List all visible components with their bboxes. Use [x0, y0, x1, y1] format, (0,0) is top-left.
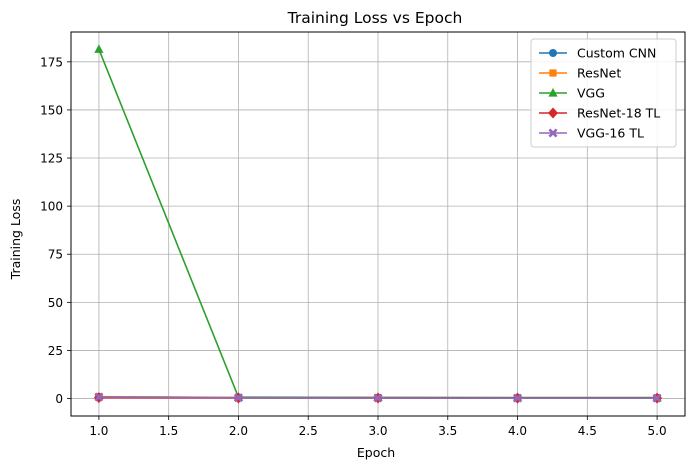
y-tick-label: 125: [40, 152, 63, 166]
x-axis-label: Epoch: [357, 445, 395, 460]
x-tick-label: 1.0: [89, 424, 108, 438]
x-tick-label: 3.5: [438, 424, 457, 438]
legend-entry-custom-cnn: Custom CNN: [539, 46, 656, 61]
y-tick-label: 25: [48, 344, 63, 358]
x-tick-label: 1.5: [159, 424, 178, 438]
y-tick-label: 150: [40, 103, 63, 117]
legend-label: Custom CNN: [577, 46, 656, 61]
legend-marker: [548, 128, 558, 138]
series-vgg-16-tl: [94, 392, 662, 403]
legend-marker: [549, 49, 557, 57]
x-tick-label: 2.5: [299, 424, 318, 438]
y-tick-label: 175: [40, 55, 63, 69]
legend-label: ResNet: [577, 66, 621, 81]
legend: Custom CNN ResNet VGG ResNet-18 TL VGG-16 TL: [530, 38, 677, 148]
x-tick-label: 3.0: [368, 424, 387, 438]
data-point-vgg-16-tl: [513, 393, 523, 403]
x-tick-label: 5.0: [648, 424, 667, 438]
legend-marker: [548, 88, 558, 97]
axis-ticks: 1.0 1.5 2.0 2.5 3.0 3.5 4.0 4.5 5.0 0 25 50 75 100 125…: [40, 55, 667, 438]
x-tick-label: 4.0: [508, 424, 527, 438]
legend-label: VGG-16 TL: [577, 126, 644, 141]
legend-label: VGG: [577, 86, 605, 101]
legend-entry-vgg: VGG: [539, 86, 605, 101]
y-tick-label: 100: [40, 200, 63, 214]
data-point-vgg: [94, 44, 104, 53]
data-point-vgg-16-tl: [94, 392, 104, 402]
legend-box: [530, 38, 677, 148]
x-tick-label: 2.0: [229, 424, 248, 438]
y-tick-label: 75: [48, 248, 63, 262]
data-point-vgg-16-tl: [373, 393, 383, 403]
legend-entry-resnet-18-tl: ResNet-18 TL: [539, 106, 660, 121]
y-tick-label: 50: [48, 296, 63, 310]
x-tick-label: 4.5: [578, 424, 597, 438]
legend-entry-resnet: ResNet: [539, 66, 621, 81]
y-axis-label: Training Loss: [8, 199, 23, 281]
data-point-vgg-16-tl: [652, 393, 662, 403]
legend-marker: [549, 69, 557, 77]
series-lines: [93, 44, 663, 404]
legend-entry-vgg-16-tl: VGG-16 TL: [539, 126, 644, 141]
y-tick-label: 0: [55, 392, 63, 406]
legend-marker: [548, 107, 558, 119]
legend-label: ResNet-18 TL: [577, 106, 660, 121]
data-point-vgg-16-tl: [233, 393, 243, 403]
chart-title: Training Loss vs Epoch: [287, 9, 463, 27]
